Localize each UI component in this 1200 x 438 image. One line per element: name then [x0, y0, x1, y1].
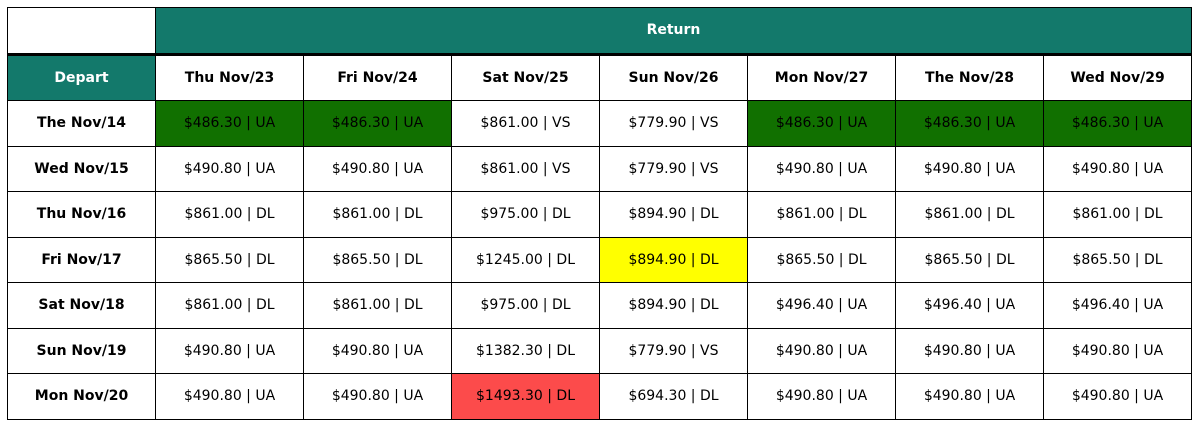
- return-header: Return: [154, 7, 1193, 56]
- return-date-header: Mon Nov/27: [747, 53, 896, 101]
- fare-cell: $1245.00 | DL: [451, 236, 600, 283]
- depart-date: Sun Nov/19: [7, 327, 156, 374]
- fare-cell: $861.00 | DL: [1042, 191, 1193, 238]
- depart-date: Wed Nov/15: [7, 145, 156, 192]
- fare-cell: $490.80 | UA: [895, 145, 1044, 192]
- fare-cell: $490.80 | UA: [303, 327, 452, 374]
- fare-cell: $490.80 | UA: [747, 327, 896, 374]
- fare-cell: $1493.30 | DL: [451, 373, 600, 420]
- table-row: Thu Nov/16 $861.00 | DL $861.00 | DL $975.0…: [7, 191, 1193, 238]
- fare-cell: $861.00 | DL: [303, 282, 452, 329]
- return-date-header: Thu Nov/23: [155, 53, 304, 101]
- fare-cell: $490.80 | UA: [1042, 327, 1193, 374]
- fare-cell: $1382.30 | DL: [451, 327, 600, 374]
- fare-cell: $490.80 | UA: [747, 373, 896, 420]
- date-header-row: Depart Thu Nov/23 Fri Nov/24 Sat Nov/25 Sun…: [7, 53, 1193, 101]
- fare-cell: $490.80 | UA: [1042, 373, 1193, 420]
- fare-cell: $865.50 | DL: [895, 236, 1044, 283]
- table-row: The Nov/14 $486.30 | UA $486.30 | UA $861.0…: [7, 100, 1193, 147]
- fare-cell: $865.50 | DL: [747, 236, 896, 283]
- fare-cell: $861.00 | VS: [451, 100, 600, 147]
- fare-cell: $894.90 | DL: [599, 236, 748, 283]
- fare-cell: $694.30 | DL: [599, 373, 748, 420]
- fare-cell: $894.90 | DL: [599, 191, 748, 238]
- fare-cell: $496.40 | UA: [747, 282, 896, 329]
- fare-cell: $779.90 | VS: [599, 327, 748, 374]
- fare-cell: $490.80 | UA: [303, 373, 452, 420]
- return-date-header: Sun Nov/26: [599, 53, 748, 101]
- depart-date: Sat Nov/18: [7, 282, 156, 329]
- return-date-header: Fri Nov/24: [303, 53, 452, 101]
- fare-cell: $486.30 | UA: [895, 100, 1044, 147]
- depart-date: Thu Nov/16: [7, 191, 156, 238]
- fare-cell: $865.50 | DL: [303, 236, 452, 283]
- return-date-header: Sat Nov/25: [451, 53, 600, 101]
- fare-cell: $486.30 | UA: [747, 100, 896, 147]
- fare-cell: $894.90 | DL: [599, 282, 748, 329]
- fare-cell: $865.50 | DL: [155, 236, 304, 283]
- fare-cell: $975.00 | DL: [451, 282, 600, 329]
- fare-cell: $490.80 | UA: [1042, 145, 1193, 192]
- fare-cell: $975.00 | DL: [451, 191, 600, 238]
- fare-cell: $779.90 | VS: [599, 100, 748, 147]
- fare-cell: $865.50 | DL: [1042, 236, 1193, 283]
- depart-date: The Nov/14: [7, 100, 156, 147]
- depart-date: Mon Nov/20: [7, 373, 156, 420]
- fare-cell: $486.30 | UA: [303, 100, 452, 147]
- return-header-row: Return: [7, 7, 1193, 56]
- fare-cell: $861.00 | DL: [895, 191, 1044, 238]
- fare-cell: $861.00 | VS: [451, 145, 600, 192]
- table-row: Wed Nov/15 $490.80 | UA $490.80 | UA $861.0…: [7, 145, 1193, 192]
- fare-cell: $490.80 | UA: [155, 327, 304, 374]
- table-row: Fri Nov/17 $865.50 | DL $865.50 | DL $1245.…: [7, 236, 1193, 283]
- table-row: Sat Nov/18 $861.00 | DL $861.00 | DL $975.0…: [7, 282, 1193, 329]
- fare-cell: $490.80 | UA: [895, 373, 1044, 420]
- fare-cell: $490.80 | UA: [155, 145, 304, 192]
- fare-cell: $861.00 | DL: [747, 191, 896, 238]
- fare-cell: $486.30 | UA: [1042, 100, 1193, 147]
- fare-cell: $861.00 | DL: [303, 191, 452, 238]
- table-row: Mon Nov/20 $490.80 | UA $490.80 | UA $1493.…: [7, 373, 1193, 420]
- fare-cell: $861.00 | DL: [155, 282, 304, 329]
- return-date-header: Wed Nov/29: [1042, 53, 1193, 101]
- depart-header: Depart: [7, 53, 156, 101]
- corner-cell: [7, 7, 156, 56]
- fare-cell: $490.80 | UA: [303, 145, 452, 192]
- fare-cell: $496.40 | UA: [1042, 282, 1193, 329]
- fare-cell: $490.80 | UA: [895, 327, 1044, 374]
- return-date-header: The Nov/28: [895, 53, 1044, 101]
- fare-cell: $496.40 | UA: [895, 282, 1044, 329]
- table-row: Sun Nov/19 $490.80 | UA $490.80 | UA $1382.…: [7, 327, 1193, 374]
- fare-matrix-table: Return Depart Thu Nov/23 Fri Nov/24 Sat No…: [7, 7, 1193, 420]
- depart-date: Fri Nov/17: [7, 236, 156, 283]
- fare-cell: $486.30 | UA: [155, 100, 304, 147]
- fare-cell: $490.80 | UA: [155, 373, 304, 420]
- fare-cell: $779.90 | VS: [599, 145, 748, 192]
- fare-cell: $490.80 | UA: [747, 145, 896, 192]
- fare-cell: $861.00 | DL: [155, 191, 304, 238]
